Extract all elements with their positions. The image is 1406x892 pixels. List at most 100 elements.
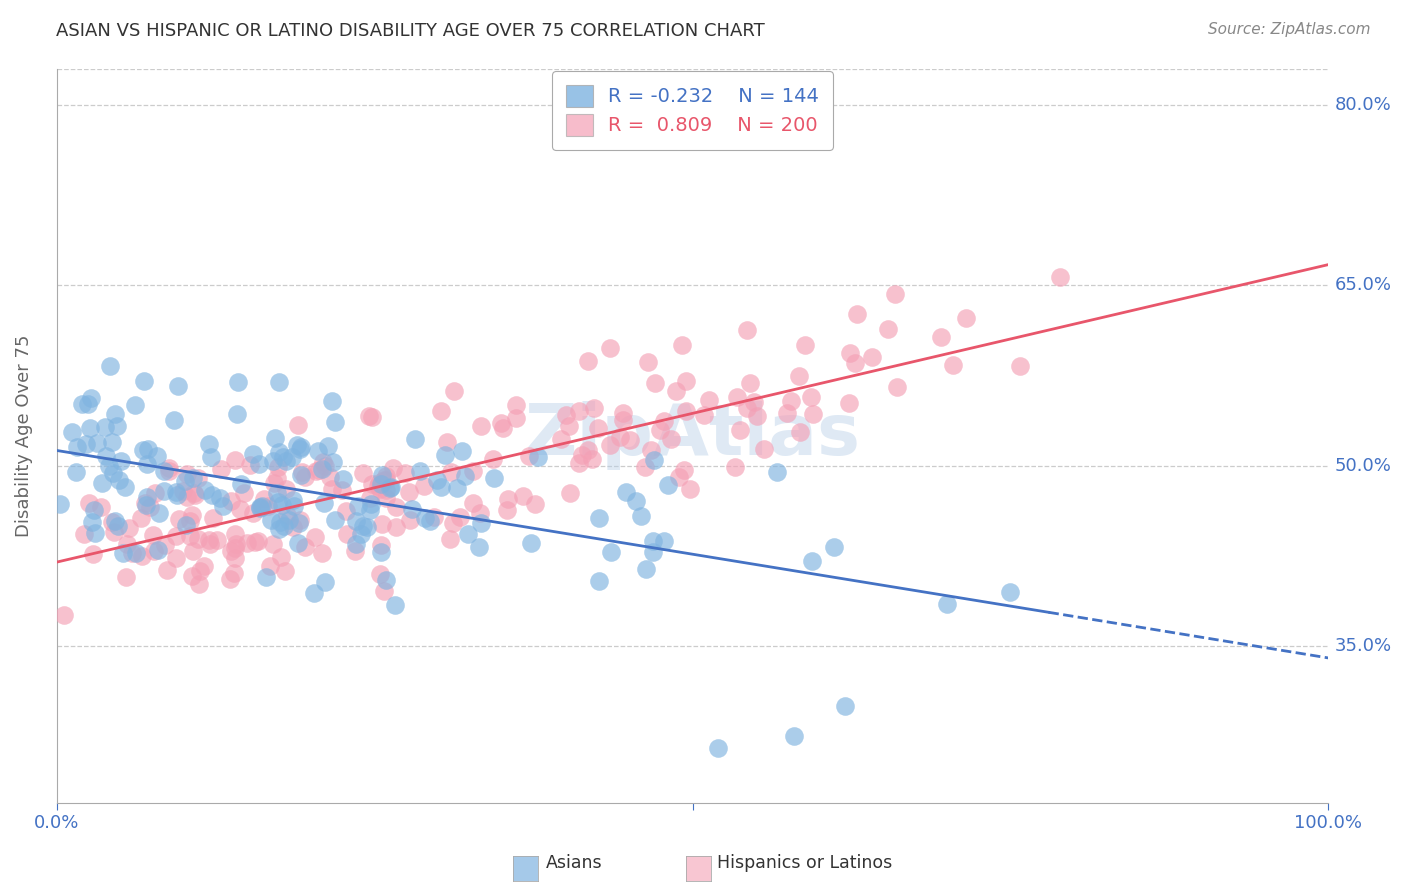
Text: 35.0%: 35.0% bbox=[1334, 637, 1392, 655]
Point bbox=[554, 408, 576, 422]
Point bbox=[294, 470, 316, 484]
Point bbox=[288, 516, 311, 530]
Point bbox=[259, 559, 281, 574]
Point bbox=[612, 406, 634, 420]
Point bbox=[322, 455, 344, 469]
Point bbox=[174, 518, 197, 533]
Point bbox=[789, 368, 811, 383]
Point bbox=[104, 407, 127, 421]
Point bbox=[188, 576, 211, 591]
Point bbox=[104, 514, 127, 528]
Point bbox=[568, 456, 591, 470]
Point bbox=[124, 398, 146, 412]
Text: ZipAtlas: ZipAtlas bbox=[524, 401, 860, 470]
Point bbox=[582, 401, 605, 415]
Point bbox=[482, 451, 505, 466]
Point bbox=[776, 406, 799, 420]
Point bbox=[498, 491, 520, 506]
Point bbox=[520, 536, 543, 550]
Point bbox=[482, 471, 505, 485]
Point bbox=[357, 409, 380, 423]
Point bbox=[250, 499, 273, 513]
Point bbox=[352, 518, 374, 533]
Point bbox=[181, 543, 204, 558]
Point bbox=[226, 407, 249, 421]
Point bbox=[276, 508, 298, 522]
Point bbox=[801, 408, 824, 422]
Point bbox=[134, 496, 156, 510]
Point bbox=[311, 454, 333, 468]
Point bbox=[370, 538, 392, 552]
Point bbox=[125, 546, 148, 560]
Point bbox=[356, 520, 378, 534]
Point bbox=[253, 491, 276, 506]
Text: 65.0%: 65.0% bbox=[1334, 277, 1392, 294]
Point bbox=[281, 492, 304, 507]
Point bbox=[103, 524, 125, 539]
Point bbox=[166, 488, 188, 502]
Point bbox=[665, 384, 688, 398]
Point bbox=[270, 498, 292, 512]
Point bbox=[512, 489, 534, 503]
Point bbox=[304, 530, 326, 544]
Point bbox=[352, 466, 374, 480]
Point bbox=[249, 500, 271, 515]
Point bbox=[370, 545, 392, 559]
Point bbox=[90, 500, 112, 514]
Point bbox=[249, 500, 271, 515]
Point bbox=[280, 450, 302, 464]
Point bbox=[79, 421, 101, 435]
Point bbox=[330, 483, 353, 497]
Point bbox=[229, 501, 252, 516]
Point bbox=[576, 354, 599, 368]
Point bbox=[224, 541, 246, 556]
Point bbox=[724, 460, 747, 475]
Point bbox=[131, 549, 153, 563]
Point bbox=[643, 453, 665, 467]
Point bbox=[181, 569, 204, 583]
Point bbox=[619, 433, 641, 447]
Point bbox=[135, 490, 157, 504]
Point bbox=[742, 395, 765, 409]
Point bbox=[1049, 270, 1071, 285]
Point bbox=[1008, 359, 1031, 373]
Point bbox=[176, 491, 198, 505]
Point bbox=[1000, 585, 1022, 599]
Point bbox=[361, 409, 384, 424]
Point bbox=[346, 537, 368, 551]
Point bbox=[176, 467, 198, 482]
Point bbox=[311, 462, 333, 476]
Point bbox=[143, 486, 166, 500]
Point bbox=[586, 421, 609, 435]
Point bbox=[110, 454, 132, 468]
Point bbox=[344, 514, 367, 528]
Point bbox=[659, 433, 682, 447]
Legend: R = -0.232    N = 144, R =  0.809    N = 200: R = -0.232 N = 144, R = 0.809 N = 200 bbox=[553, 70, 832, 150]
Point bbox=[657, 478, 679, 492]
Point bbox=[697, 392, 720, 407]
Point bbox=[652, 414, 675, 428]
Point bbox=[304, 464, 326, 478]
Point bbox=[588, 511, 610, 525]
Point bbox=[641, 545, 664, 559]
Point bbox=[153, 464, 176, 478]
Point bbox=[430, 404, 453, 418]
Point bbox=[371, 467, 394, 482]
Point bbox=[571, 448, 593, 462]
Point bbox=[231, 476, 253, 491]
Point bbox=[273, 518, 295, 533]
Point bbox=[79, 496, 101, 510]
Point bbox=[668, 470, 690, 484]
Point bbox=[735, 323, 758, 337]
Point bbox=[266, 486, 288, 500]
Point bbox=[65, 441, 87, 455]
Point bbox=[637, 354, 659, 368]
Point bbox=[359, 491, 381, 506]
Point bbox=[367, 478, 389, 492]
Point bbox=[156, 563, 179, 577]
Point bbox=[371, 516, 394, 531]
Point bbox=[332, 472, 354, 486]
Point bbox=[277, 512, 299, 526]
Point bbox=[283, 499, 305, 513]
Point bbox=[461, 496, 484, 510]
